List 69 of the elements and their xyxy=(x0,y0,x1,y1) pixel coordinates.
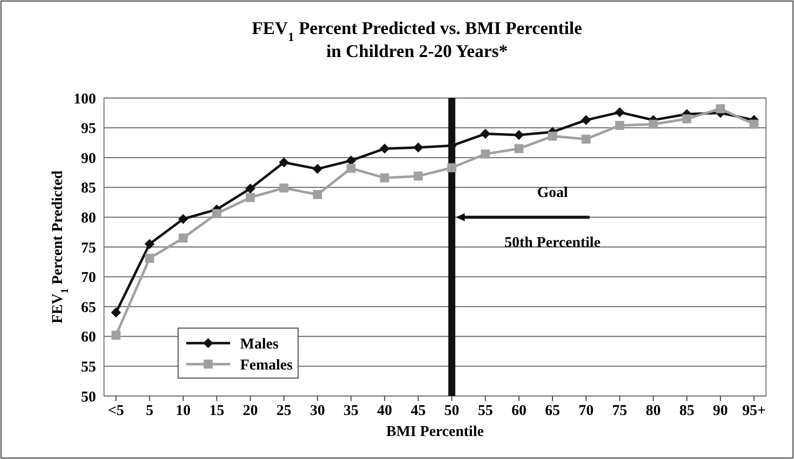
x-axis-title: BMI Percentile xyxy=(386,424,484,440)
chart-title: FEV$_{1}$ Percent Predicted vs. BMI Percentile xyxy=(252,18,582,44)
annotation: Goal xyxy=(537,185,568,202)
y-tick-label: 60 xyxy=(81,330,96,346)
point xyxy=(514,130,524,140)
point xyxy=(480,128,490,139)
point xyxy=(414,172,423,181)
x-tick-label: 35 xyxy=(344,403,359,419)
x-tick-label: 40 xyxy=(377,403,392,419)
y-tick-label: 95 xyxy=(81,121,96,138)
point xyxy=(413,142,424,152)
x-tick-label: 85 xyxy=(679,403,694,419)
x-tick-label: 10 xyxy=(176,403,191,419)
x-tick-label: 25 xyxy=(276,403,292,419)
y-tick-label: 80 xyxy=(81,210,96,226)
point xyxy=(548,132,558,141)
point xyxy=(312,190,322,200)
y-tick-label: 70 xyxy=(81,270,96,286)
y-tick-label: 50 xyxy=(81,389,96,406)
x-tick-label: 15 xyxy=(209,403,224,419)
point xyxy=(380,144,390,154)
point xyxy=(480,150,490,159)
point xyxy=(346,164,356,173)
x-tick-label: 65 xyxy=(545,403,560,419)
point xyxy=(581,115,592,126)
legend-label: Males xyxy=(240,336,279,352)
point xyxy=(279,183,288,192)
x-tick-label: 50 xyxy=(444,403,460,419)
point xyxy=(278,157,289,168)
x-tick-label: 60 xyxy=(511,403,526,419)
point xyxy=(447,163,456,172)
point xyxy=(144,239,155,250)
point xyxy=(716,104,725,114)
x-tick-label: 70 xyxy=(578,403,594,419)
y-tick-label: 100 xyxy=(74,91,96,108)
point xyxy=(682,114,692,124)
x-tick-label: 90 xyxy=(712,403,728,419)
point xyxy=(582,134,591,144)
x-tick-label: 20 xyxy=(242,403,258,419)
point xyxy=(145,254,154,263)
x-tick-label: 75 xyxy=(612,403,628,419)
point xyxy=(750,120,758,129)
point xyxy=(514,144,524,154)
legend-label: Females xyxy=(240,357,293,374)
point xyxy=(648,120,658,129)
point xyxy=(112,330,120,340)
x-tick-label: 30 xyxy=(310,403,325,419)
y-tick-label: 65 xyxy=(81,300,96,316)
chart-subtitle: in Children 2-20 Years* xyxy=(326,41,508,61)
point xyxy=(245,184,256,194)
y-tick-label: 85 xyxy=(81,180,96,197)
y-tick-label: 55 xyxy=(81,359,96,376)
point xyxy=(246,193,255,202)
point xyxy=(111,308,121,318)
x-tick-label: 95+ xyxy=(742,403,766,419)
x-tick-label: 5 xyxy=(146,403,154,419)
point xyxy=(614,107,625,118)
y-tick-label: 90 xyxy=(81,150,96,167)
x-tick-label: 55 xyxy=(478,403,493,419)
point xyxy=(212,209,222,218)
point xyxy=(312,164,322,174)
y-tick-label: 75 xyxy=(81,240,96,256)
point xyxy=(178,234,188,243)
x-tick-label: 80 xyxy=(646,403,661,419)
point xyxy=(615,120,624,130)
point xyxy=(178,214,188,224)
x-tick-label: 45 xyxy=(410,403,426,419)
x-tick-label: <5 xyxy=(108,403,124,419)
point xyxy=(380,173,390,182)
